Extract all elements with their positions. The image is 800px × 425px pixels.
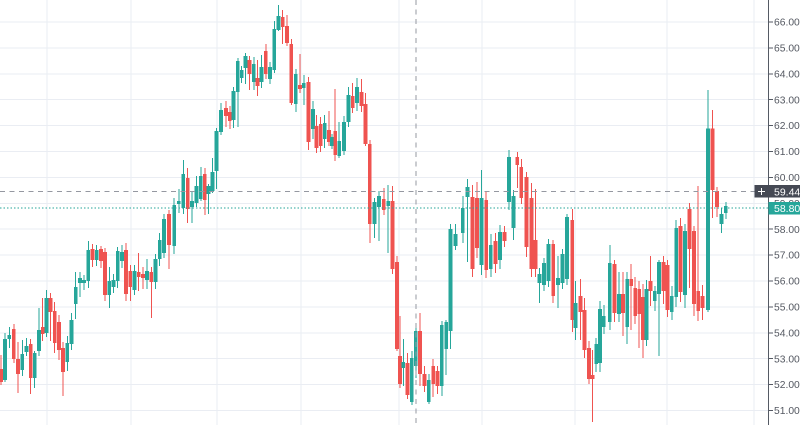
svg-text:63.00: 63.00 <box>774 95 800 106</box>
svg-text:55.00: 55.00 <box>774 303 800 314</box>
svg-text:56.00: 56.00 <box>774 277 800 288</box>
svg-text:52.00: 52.00 <box>774 380 800 391</box>
svg-text:53.00: 53.00 <box>774 354 800 365</box>
svg-text:64.00: 64.00 <box>774 69 800 80</box>
svg-text:65.00: 65.00 <box>774 44 800 55</box>
svg-text:59.44: 59.44 <box>774 186 800 198</box>
svg-text:51.00: 51.00 <box>774 406 800 417</box>
svg-text:61.00: 61.00 <box>774 147 800 158</box>
svg-text:58.80: 58.80 <box>774 203 800 215</box>
svg-text:57.00: 57.00 <box>774 251 800 262</box>
svg-text:60.00: 60.00 <box>774 173 800 184</box>
svg-text:66.00: 66.00 <box>774 18 800 29</box>
svg-text:58.00: 58.00 <box>774 225 800 236</box>
svg-text:62.00: 62.00 <box>774 121 800 132</box>
svg-text:54.00: 54.00 <box>774 328 800 339</box>
